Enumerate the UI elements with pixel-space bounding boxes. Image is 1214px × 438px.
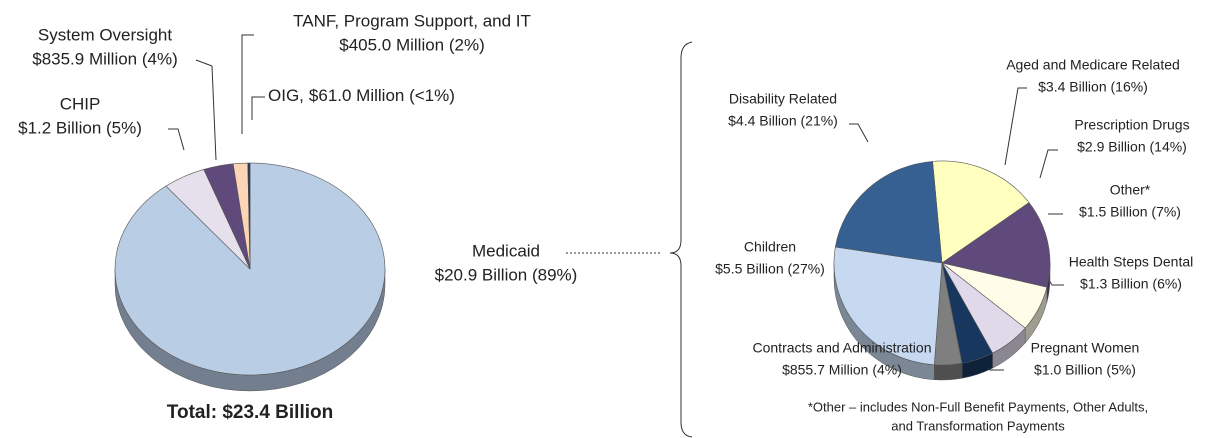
category-label: Prescription Drugs bbox=[1074, 117, 1189, 133]
value-label: $1.3 Billion (6%) bbox=[1080, 276, 1182, 292]
value-label: $855.7 Million (4%) bbox=[782, 362, 902, 378]
value-label: $61.0 Million (<1%) bbox=[309, 86, 455, 105]
leader-line bbox=[1004, 87, 1027, 166]
leader-line bbox=[849, 123, 869, 143]
value-label: $1.0 Billion (5%) bbox=[1034, 362, 1136, 378]
leader-line bbox=[241, 34, 254, 134]
category-label: Other* bbox=[1110, 182, 1151, 198]
category-label: Children bbox=[744, 239, 796, 255]
category-label: Aged and Medicare Related bbox=[1006, 57, 1180, 73]
value-label: $3.4 Billion (16%) bbox=[1038, 79, 1148, 95]
category-label: Pregnant Women bbox=[1031, 340, 1140, 356]
value-label: $1.5 Billion (7%) bbox=[1079, 204, 1181, 220]
category-label: CHIP bbox=[60, 94, 101, 113]
footnote: and Transformation Payments bbox=[891, 418, 1065, 433]
slice bbox=[247, 162, 251, 270]
value-label: $5.5 Billion (27%) bbox=[715, 261, 825, 277]
leader-line bbox=[168, 128, 185, 151]
brace bbox=[669, 41, 693, 438]
value-label: $2.9 Billion (14%) bbox=[1077, 139, 1187, 155]
footnote: *Other – includes Non-Full Benefit Payme… bbox=[808, 399, 1148, 414]
slice bbox=[834, 161, 943, 264]
value-label: $20.9 Billion (89%) bbox=[435, 265, 578, 284]
slice-side bbox=[934, 362, 963, 381]
leader-line bbox=[195, 59, 217, 161]
value-label: $405.0 Million (2%) bbox=[339, 35, 485, 54]
category-label: Contracts and Administration bbox=[753, 340, 932, 356]
total-label: Total: $23.4 Billion bbox=[167, 402, 333, 423]
category-label: OIG, bbox=[268, 86, 304, 105]
category-label: System Oversight bbox=[38, 25, 172, 44]
category-label: TANF, Program Support, and IT bbox=[293, 11, 531, 30]
slice-label: OIG, $61.0 Million (<1%) bbox=[268, 86, 455, 105]
leader-line bbox=[251, 96, 265, 120]
slice bbox=[833, 246, 943, 366]
value-label: $835.9 Million (4%) bbox=[32, 49, 178, 68]
category-label: Medicaid bbox=[472, 241, 540, 260]
value-label: $1.2 Billion (5%) bbox=[18, 118, 142, 137]
slice bbox=[941, 202, 1051, 288]
category-label: Health Steps Dental bbox=[1069, 254, 1194, 270]
category-label: Disability Related bbox=[729, 91, 837, 107]
slice bbox=[932, 160, 1030, 264]
value-label: $4.4 Billion (21%) bbox=[728, 113, 838, 129]
leader-line bbox=[1039, 149, 1058, 179]
